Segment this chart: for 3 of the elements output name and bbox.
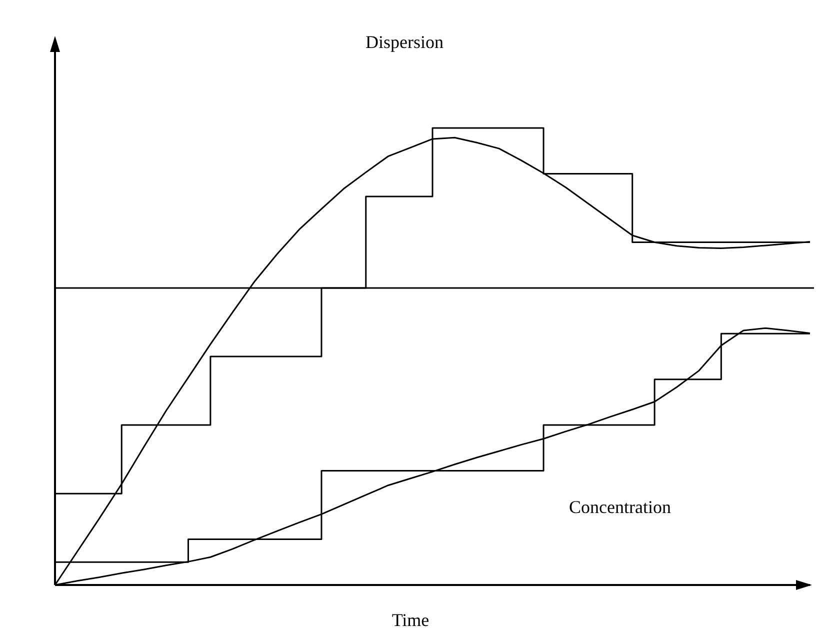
- annotation: Concentration: [569, 497, 671, 517]
- text: Dispersion: [366, 32, 444, 52]
- x-axis-title: Time: [392, 610, 430, 630]
